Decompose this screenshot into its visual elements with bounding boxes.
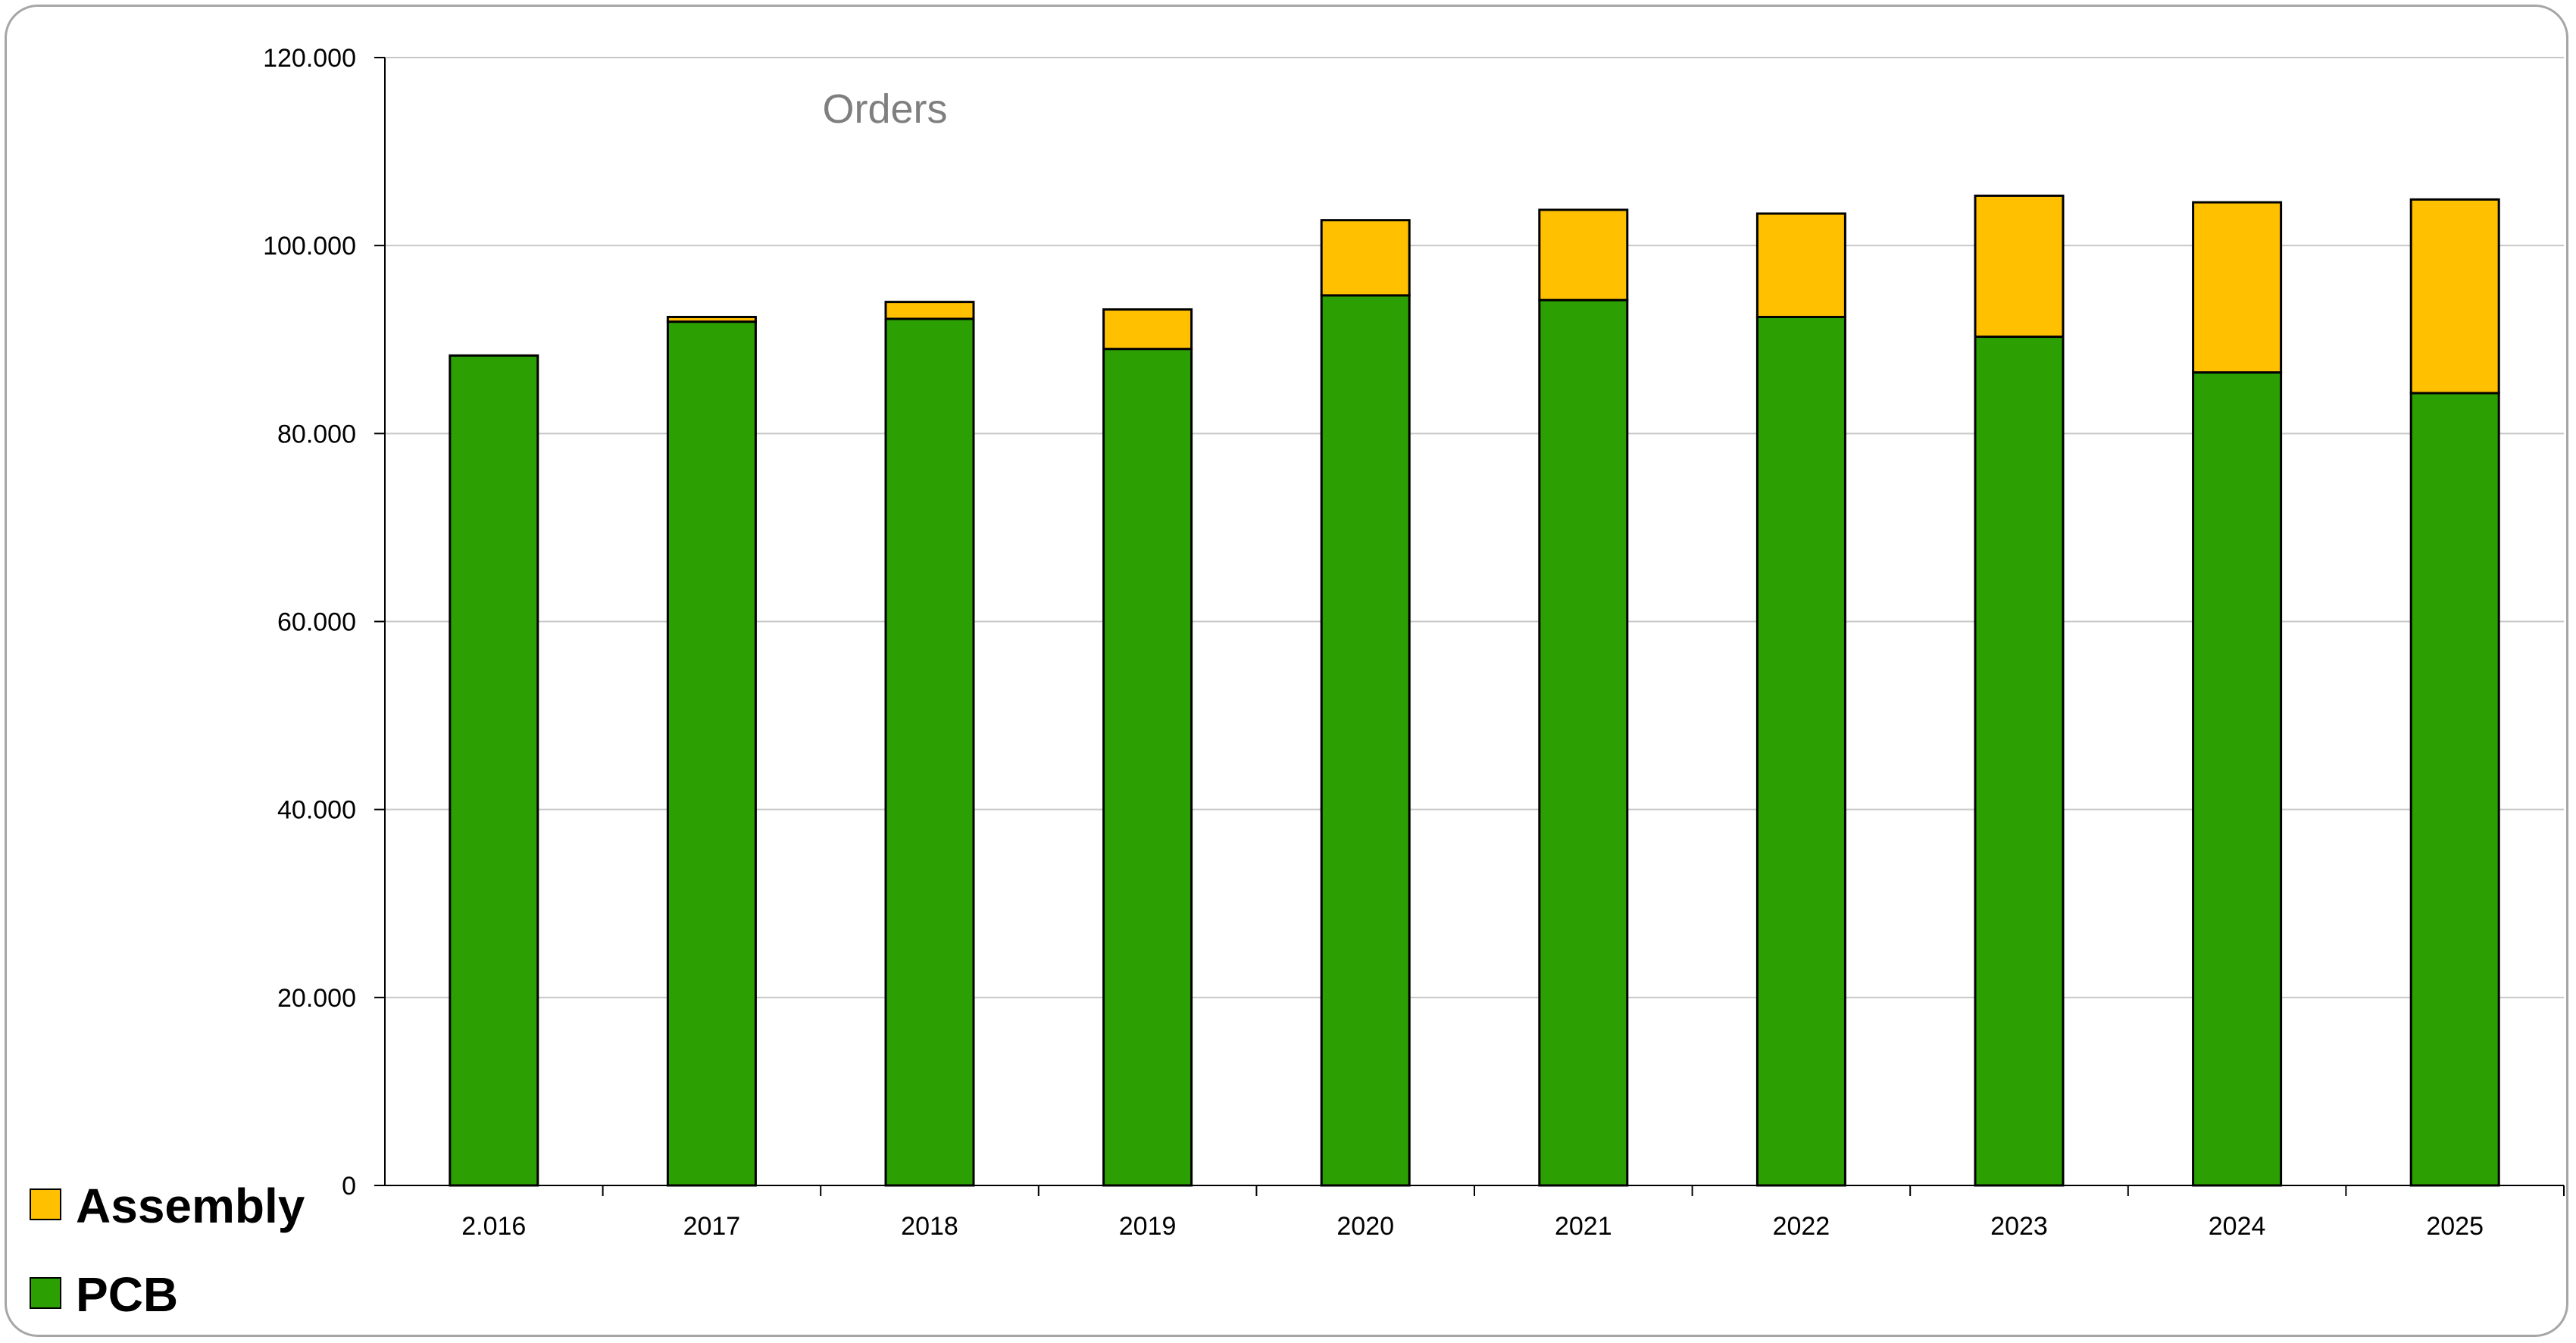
y-tick-label: 60.000 — [277, 608, 356, 637]
legend-swatch-pcb — [30, 1277, 61, 1309]
legend-label-assembly: Assembly — [76, 1179, 305, 1233]
x-tick-label: 2020 — [1336, 1212, 1394, 1241]
bar-pcb-2022 — [1755, 315, 1846, 1187]
bar-pcb-2023 — [1974, 336, 2065, 1187]
bar-pcb-2017 — [666, 320, 757, 1187]
chart-title: Orders — [822, 86, 947, 132]
x-tick-label: 2.016 — [461, 1212, 526, 1241]
x-tick-label: 2017 — [683, 1212, 741, 1241]
legend-item-pcb[interactable]: PCB — [30, 1267, 178, 1322]
bar-assembly-2021 — [1538, 208, 1629, 301]
y-tick-labels: 0 20.000 40.000 60.000 80.000 100.000 120.000 — [263, 44, 356, 1201]
x-tick-labels: 2.016 2017 2018 2019 2020 2021 2022 2023 2024 202… — [461, 1212, 2484, 1241]
x-tick-label: 2022 — [1773, 1212, 1830, 1241]
bar-pcb-2020 — [1320, 294, 1411, 1187]
bar-assembly-2018 — [884, 301, 975, 320]
chart-frame — [5, 5, 2568, 1337]
x-tick-label: 2021 — [1555, 1212, 1612, 1241]
x-tick-label: 2023 — [1990, 1212, 2048, 1241]
bar-pcb-2019 — [1102, 348, 1193, 1187]
legend[interactable]: Assembly PCB — [30, 1179, 305, 1322]
bar-pcb-2024 — [2192, 371, 2283, 1187]
legend-item-assembly[interactable]: Assembly — [30, 1179, 305, 1233]
bar-assembly-2023 — [1974, 194, 2065, 339]
bar-assembly-2022 — [1755, 212, 1846, 318]
y-tick-label: 0 — [342, 1172, 356, 1201]
bar-assembly-2024 — [2192, 201, 2283, 374]
bar-assembly-2025 — [2409, 198, 2500, 395]
bar-pcb-2021 — [1538, 298, 1629, 1187]
y-tick-label: 20.000 — [277, 984, 356, 1013]
y-tick-label: 80.000 — [277, 420, 356, 448]
legend-label-pcb: PCB — [76, 1267, 178, 1322]
bar-pcb-2018 — [884, 317, 975, 1187]
axes — [374, 57, 2565, 1196]
x-tick-label: 2019 — [1119, 1212, 1177, 1241]
x-tick-label: 2024 — [2209, 1212, 2266, 1241]
bar-pcb-2.016 — [449, 354, 539, 1187]
y-tick-label: 120.000 — [263, 44, 356, 73]
bars — [449, 194, 2500, 1187]
legend-swatch-assembly — [30, 1188, 61, 1220]
bar-assembly-2017 — [666, 315, 757, 323]
bar-pcb-2025 — [2409, 392, 2500, 1187]
y-tick-label: 100.000 — [263, 232, 356, 261]
x-tick-label: 2018 — [901, 1212, 958, 1241]
bar-assembly-2020 — [1320, 219, 1411, 297]
y-tick-label: 40.000 — [277, 796, 356, 825]
bar-assembly-2019 — [1102, 308, 1193, 351]
x-tick-label: 2025 — [2426, 1212, 2484, 1241]
